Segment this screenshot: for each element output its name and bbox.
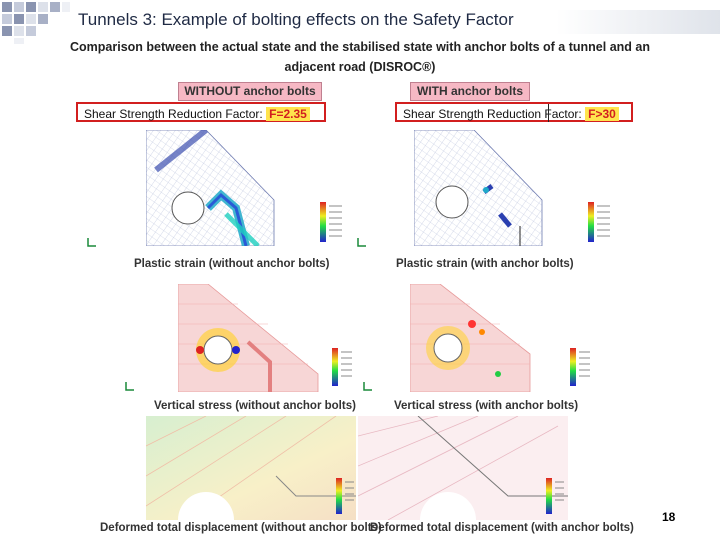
caption-plastic-with: Plastic strain (with anchor bolts) <box>396 258 574 270</box>
ssr-frame-left: Shear Strength Reduction Factor: F=2.35 <box>76 102 326 122</box>
color-legend <box>546 478 564 514</box>
coordinate-axes-icon <box>357 238 366 247</box>
page-number: 18 <box>662 510 676 524</box>
displacement-plot-left <box>146 416 356 520</box>
displacement-plot-right <box>358 416 568 520</box>
ssr-label-left: Shear Strength Reduction Factor: <box>84 107 263 121</box>
color-legend <box>336 478 354 514</box>
caption-stress-with: Vertical stress (with anchor bolts) <box>394 400 579 412</box>
text-cursor <box>548 104 549 122</box>
plastic-strain-plot-left <box>146 130 275 246</box>
color-legend <box>588 202 610 242</box>
subtitle-line-1: Comparison between the actual state and … <box>70 40 650 54</box>
vertical-stress-plot-right <box>410 284 531 392</box>
color-legend <box>320 202 342 242</box>
coordinate-axes-icon <box>125 382 134 391</box>
coordinate-axes-icon <box>87 238 96 247</box>
caption-disp-with: Deformed total displacement (with anchor… <box>370 522 634 534</box>
header-without-bolts: WITHOUT anchor bolts <box>178 82 322 101</box>
ssr-value-right: F>30 <box>585 107 619 121</box>
caption-plastic-without: Plastic strain (without anchor bolts) <box>134 258 330 270</box>
color-legend <box>332 348 352 386</box>
ssr-value-left: F=2.35 <box>266 107 310 121</box>
plastic-strain-plot-right <box>414 130 543 246</box>
ssr-label-right: Shear Strength Reduction Factor: <box>403 107 582 121</box>
ssr-frame-right: Shear Strength Reduction Factor: F>30 <box>395 102 633 122</box>
header-with-bolts: WITH anchor bolts <box>410 82 530 101</box>
slide-title: Tunnels 3: Example of bolting effects on… <box>78 10 514 29</box>
color-legend <box>570 348 590 386</box>
caption-stress-without: Vertical stress (without anchor bolts) <box>154 400 356 412</box>
vertical-stress-plot-left <box>178 284 319 392</box>
title-gradient-bar <box>556 10 720 34</box>
subtitle-line-2: adjacent road (DISROC®) <box>284 60 436 74</box>
square-pattern-decoration <box>2 2 70 44</box>
caption-disp-without: Deformed total displacement (without anc… <box>100 522 382 534</box>
coordinate-axes-icon <box>363 382 372 391</box>
